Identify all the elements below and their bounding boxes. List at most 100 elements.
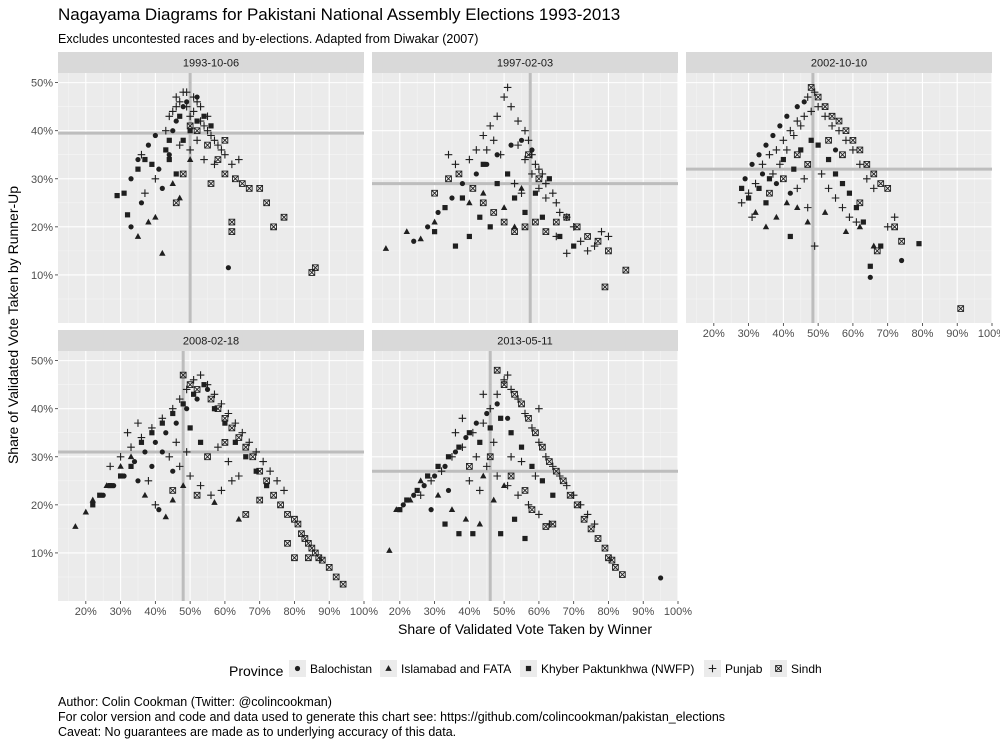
data-point-khyber-paktunkhwa (97, 492, 103, 498)
data-point-sindh (469, 185, 477, 192)
data-point-khyber-paktunkhwa (425, 473, 431, 479)
data-point-khyber-paktunkhwa (787, 233, 793, 240)
data-point-punjab (803, 93, 812, 101)
data-point-punjab (510, 179, 519, 188)
data-point-punjab (165, 112, 174, 121)
data-point-sindh (204, 453, 211, 461)
data-point-khyber-paktunkhwa (435, 463, 441, 469)
data-point-punjab (538, 170, 547, 178)
data-point-punjab (590, 242, 599, 250)
facet-strip-label: 2013-05-11 (497, 336, 552, 348)
data-point-sindh (521, 487, 529, 494)
x-axis-title: Share of Validated Vote Taken by Winner (398, 621, 652, 637)
facet-panel-2013-05-11: 2013-05-11 20% 30% 40% 50% 60% 70% 80% 90% 100% (372, 330, 692, 618)
data-point-islamabad-fata (480, 189, 487, 196)
data-point-islamabad-fata (462, 515, 470, 522)
data-point-sindh (291, 554, 298, 562)
data-point-balochistan (184, 99, 190, 105)
data-point-punjab (531, 160, 540, 169)
data-point-punjab (583, 247, 592, 255)
data-point-punjab (493, 390, 501, 399)
data-point-khyber-paktunkhwa (90, 502, 96, 508)
data-point-punjab (458, 414, 467, 423)
data-point-punjab (486, 122, 495, 130)
data-point-sindh (256, 496, 264, 504)
data-point-khyber-paktunkhwa (135, 166, 141, 172)
data-point-punjab (569, 491, 578, 500)
data-point-punjab (751, 179, 760, 188)
data-point-balochistan (442, 463, 448, 469)
data-point-balochistan (473, 171, 479, 177)
data-point-khyber-paktunkhwa (470, 531, 476, 537)
data-point-punjab (744, 189, 753, 197)
data-point-punjab (800, 174, 809, 183)
data-point-punjab (852, 218, 861, 226)
x-tick-label: 100% (664, 606, 692, 618)
data-point-punjab (280, 486, 288, 495)
data-point-punjab (524, 136, 533, 145)
data-point-islamabad-fata (386, 547, 393, 553)
data-point-punjab (472, 452, 481, 461)
data-point-punjab (448, 452, 456, 461)
data-point-khyber-paktunkhwa (477, 214, 483, 220)
data-point-punjab (507, 452, 515, 461)
x-tick-label: 60% (214, 606, 236, 618)
data-point-sindh (601, 283, 609, 291)
data-point-islamabad-fata (82, 508, 90, 515)
data-point-khyber-paktunkhwa (780, 156, 786, 163)
data-point-sindh (242, 443, 250, 451)
data-point-punjab (266, 467, 274, 475)
data-point-sindh (179, 170, 187, 178)
data-point-khyber-paktunkhwa (107, 483, 113, 489)
data-point-balochistan (658, 575, 664, 581)
data-point-punjab (217, 146, 226, 154)
data-point-punjab (203, 126, 212, 135)
data-point-sindh (263, 199, 270, 207)
data-point-punjab (489, 438, 498, 447)
data-point-punjab (514, 491, 522, 500)
data-point-islamabad-fata (511, 223, 518, 230)
data-point-punjab (158, 414, 167, 423)
data-point-khyber-paktunkhwa (142, 156, 148, 163)
data-point-punjab (758, 160, 767, 169)
data-point-punjab (165, 452, 174, 461)
data-point-sindh (766, 189, 773, 197)
data-point-punjab (458, 443, 467, 451)
data-point-sindh (807, 84, 815, 91)
data-point-sindh (235, 434, 243, 441)
data-point-punjab (748, 213, 756, 222)
y-tick-label: 20% (31, 500, 53, 512)
x-tick-label: 90% (946, 328, 968, 340)
data-point-sindh (573, 501, 581, 509)
data-point-balochistan (459, 180, 466, 187)
data-point-punjab (175, 395, 184, 403)
data-point-sindh (580, 515, 588, 523)
data-point-punjab (555, 208, 564, 217)
data-point-khyber-paktunkhwa (825, 156, 832, 163)
data-point-punjab (521, 409, 529, 418)
data-point-sindh (186, 381, 194, 389)
data-point-punjab (803, 203, 812, 212)
data-point-punjab (493, 112, 501, 121)
data-point-sindh (507, 472, 515, 480)
data-point-sindh (228, 424, 236, 432)
legend-symbol-islamabad-fata (385, 665, 392, 671)
data-point-punjab (217, 400, 226, 408)
data-point-balochistan (431, 473, 438, 479)
data-point-punjab (514, 395, 522, 403)
data-point-punjab (137, 433, 146, 442)
data-point-punjab (141, 189, 149, 197)
data-point-khyber-paktunkhwa (197, 439, 204, 445)
data-point-punjab (203, 112, 212, 121)
data-point-punjab (186, 146, 194, 154)
data-point-islamabad-fata (159, 249, 166, 256)
data-point-khyber-paktunkhwa (114, 192, 120, 199)
data-point-khyber-paktunkhwa (494, 180, 500, 187)
data-point-punjab (416, 491, 425, 500)
data-point-punjab (175, 98, 184, 106)
data-point-balochistan (163, 430, 169, 436)
x-tick-label: 70% (249, 606, 271, 618)
data-point-khyber-paktunkhwa (487, 425, 493, 431)
data-point-islamabad-fata (235, 515, 243, 522)
data-point-sindh (821, 103, 829, 111)
